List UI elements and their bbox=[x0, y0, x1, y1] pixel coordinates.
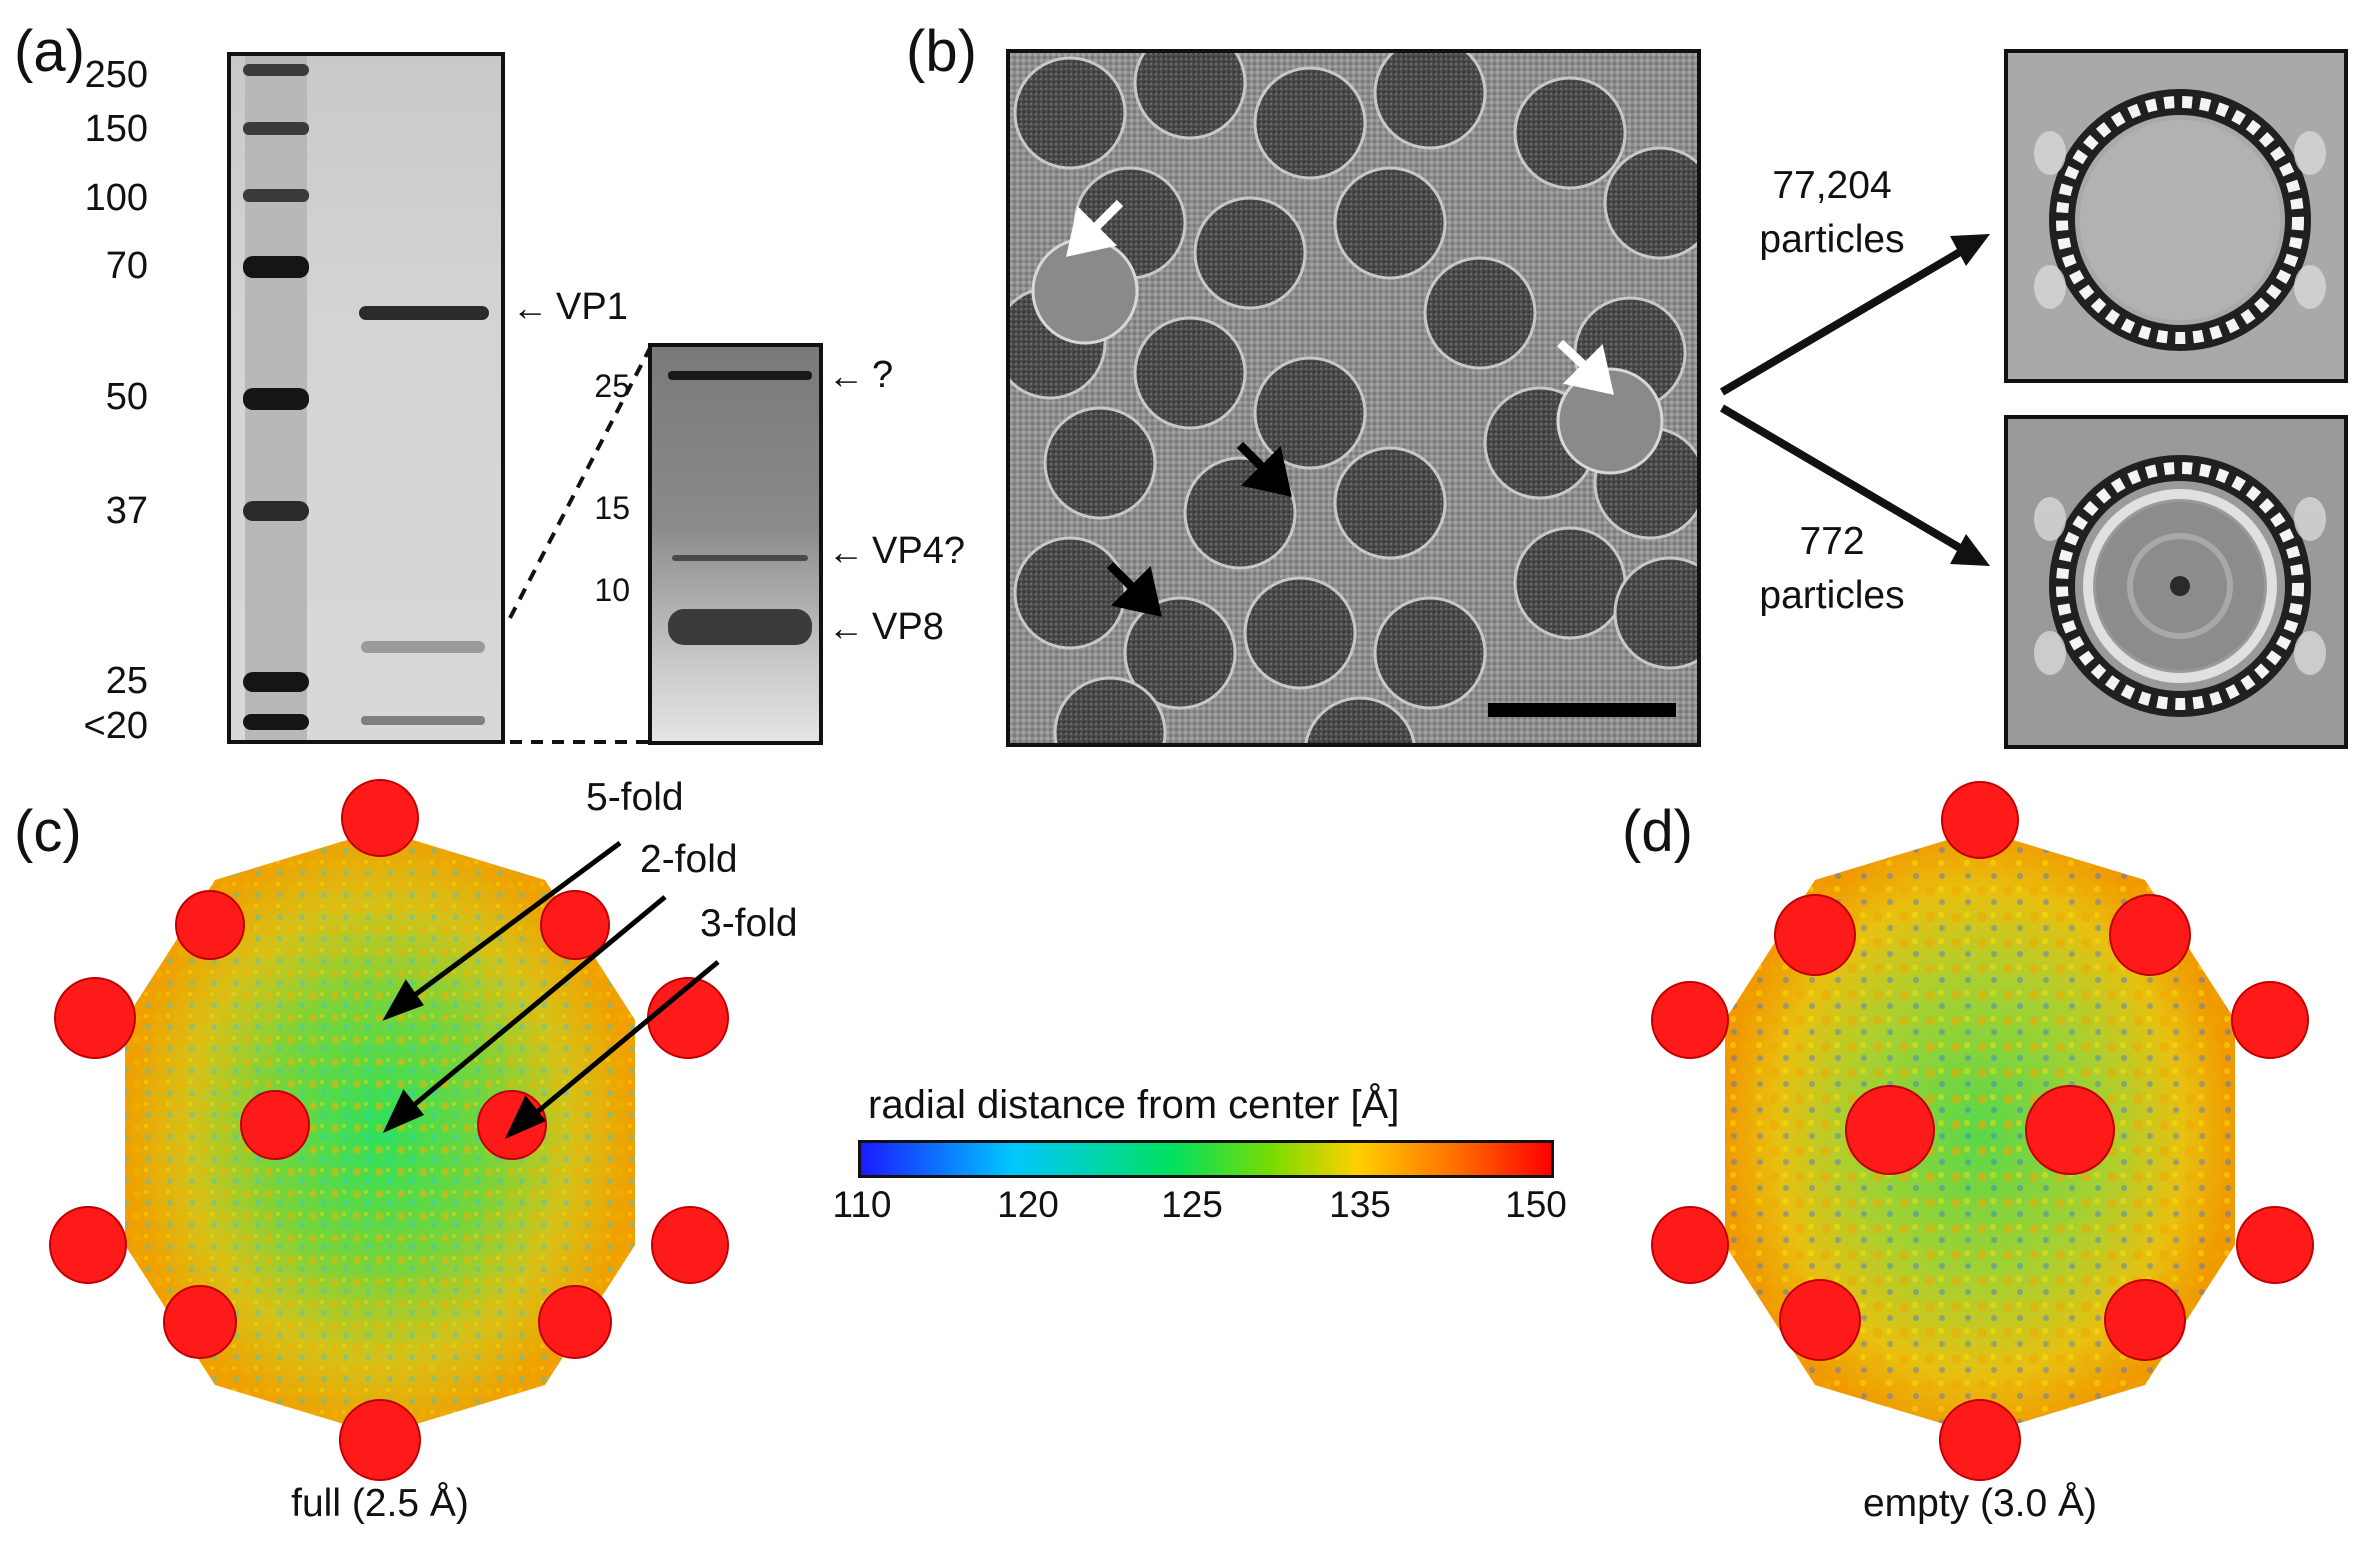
micrograph-particles bbox=[1010, 53, 1697, 743]
arrow-left-icon: ← bbox=[828, 606, 864, 648]
inset-gel-bands bbox=[668, 371, 812, 645]
ladder-marker-70: 70 bbox=[105, 245, 148, 287]
colorbar-gradient bbox=[858, 1140, 1554, 1178]
inset-marker-25: 25 bbox=[594, 368, 630, 404]
colorbar-tick-120: 120 bbox=[997, 1184, 1059, 1225]
cryo-em-micrograph bbox=[1006, 49, 1701, 747]
inset-band-label-vp8: ← VP8 bbox=[828, 606, 944, 649]
inset-marker-15: 15 bbox=[594, 490, 630, 526]
panel-c-letter: (c) bbox=[14, 799, 82, 864]
colorbar-tick-125: 125 bbox=[1161, 1184, 1223, 1225]
arrow-left-icon: ← bbox=[828, 530, 864, 572]
ladder-marker-100: 100 bbox=[84, 177, 148, 219]
ladder-marker-lt20: <20 bbox=[83, 705, 148, 747]
axis-label-3-fold: 3-fold bbox=[700, 902, 798, 945]
band-label-vp1-text: VP1 bbox=[556, 286, 628, 328]
empty-particle-unit: particles bbox=[1759, 574, 1905, 617]
ladder-marker-50: 50 bbox=[105, 376, 148, 418]
ladder-marker-150: 150 bbox=[84, 108, 148, 150]
arrow-left-icon: ← bbox=[828, 354, 864, 396]
gel-bands bbox=[243, 56, 489, 740]
empty-particle-slice bbox=[2004, 415, 2348, 749]
panel-a-letter: (a) bbox=[14, 19, 85, 84]
inset-band-label-vp4-text: VP4? bbox=[872, 530, 965, 572]
inset-band-label-vp4: ← VP4? bbox=[828, 530, 965, 573]
ladder-marker-250: 250 bbox=[84, 54, 148, 96]
inset-band-label-question: ← ? bbox=[828, 354, 893, 397]
inset-band-label-vp8-text: VP8 bbox=[872, 606, 944, 648]
inset-band-label-question-text: ? bbox=[872, 354, 894, 396]
sds-page-gel bbox=[227, 52, 505, 744]
colorbar-tick-135: 135 bbox=[1329, 1184, 1391, 1225]
colorbar-tick-110: 110 bbox=[832, 1184, 892, 1225]
empty-slice-image bbox=[2034, 455, 2326, 717]
full-slice-image bbox=[2034, 89, 2326, 351]
ladder-marker-37: 37 bbox=[105, 490, 148, 532]
inset-marker-10: 10 bbox=[594, 572, 630, 608]
full-particle-slice bbox=[2004, 49, 2348, 383]
full-particle-count: 77,204 bbox=[1772, 164, 1892, 207]
inset-gel bbox=[648, 343, 823, 745]
ladder-marker-25: 25 bbox=[105, 660, 148, 702]
band-label-vp1: ← VP1 bbox=[512, 286, 628, 329]
colorbar-tick-150: 150 bbox=[1505, 1184, 1567, 1225]
colorbar-title: radial distance from center [Å] bbox=[868, 1083, 1400, 1127]
empty-particle-count: 772 bbox=[1799, 520, 1865, 563]
panel-d-caption: empty (3.0 Å) bbox=[1862, 1482, 2098, 1525]
panel-b-letter: (b) bbox=[906, 19, 977, 84]
panel-c-caption: full (2.5 Å) bbox=[291, 1482, 469, 1525]
full-particle-unit: particles bbox=[1759, 218, 1905, 261]
arrow-left-icon: ← bbox=[512, 286, 548, 328]
axis-label-5-fold: 5-fold bbox=[586, 776, 684, 819]
axis-label-2-fold: 2-fold bbox=[640, 838, 738, 881]
panel-d-letter: (d) bbox=[1622, 799, 1693, 864]
